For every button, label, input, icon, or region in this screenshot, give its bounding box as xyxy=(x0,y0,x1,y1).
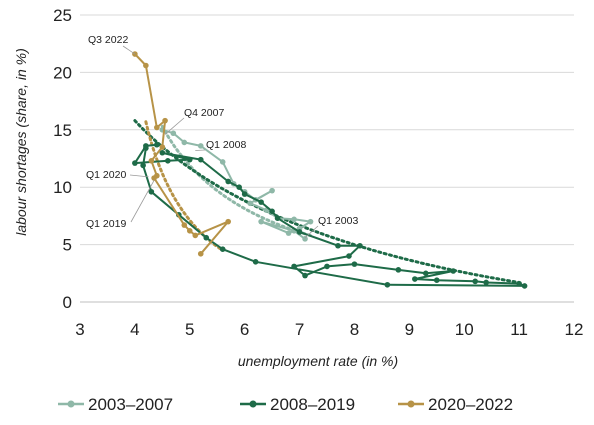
data-point xyxy=(302,273,308,279)
data-point xyxy=(192,233,198,239)
data-point xyxy=(203,235,209,241)
data-point xyxy=(291,217,297,223)
annotation-leader xyxy=(131,180,154,222)
annotations: Q3 2022 Q4 2007 Q1 2008 Q1 2020 Q1 2019 Q1 20… xyxy=(86,34,358,238)
x-tick-label: 11 xyxy=(510,320,528,339)
data-point xyxy=(412,276,418,282)
data-point xyxy=(483,280,489,286)
data-point xyxy=(396,267,402,273)
data-point xyxy=(143,63,149,69)
legend-item: 2008–2019 xyxy=(240,395,355,414)
data-point xyxy=(187,228,193,234)
y-tick-label: 25 xyxy=(53,6,72,25)
data-point xyxy=(472,279,478,285)
data-point xyxy=(149,189,155,195)
legend-item: 2020–2022 xyxy=(398,395,513,414)
data-point xyxy=(198,143,204,149)
data-point xyxy=(140,163,146,169)
legend-item: 2003–2007 xyxy=(58,395,173,414)
annotation-leader xyxy=(123,46,135,54)
y-tick-label: 10 xyxy=(53,178,72,197)
data-point xyxy=(160,144,166,150)
data-point xyxy=(352,261,358,267)
data-point xyxy=(253,259,259,265)
x-tick-label: 12 xyxy=(565,320,584,339)
legend-swatch-marker xyxy=(408,401,415,408)
data-point xyxy=(236,184,242,190)
data-point xyxy=(220,159,226,165)
annotation-label: Q3 2022 xyxy=(88,34,128,46)
data-point xyxy=(187,157,193,163)
data-point xyxy=(291,264,297,270)
x-tick-label: 9 xyxy=(405,320,414,339)
y-tick-label: 20 xyxy=(53,63,72,82)
data-point xyxy=(258,219,264,225)
data-point xyxy=(247,200,253,206)
x-axis-title: unemployment rate (in %) xyxy=(238,353,398,369)
series xyxy=(132,51,527,288)
data-point xyxy=(275,215,281,221)
legend-label: 2020–2022 xyxy=(428,395,513,414)
data-point xyxy=(346,253,352,259)
y-tick-label: 0 xyxy=(63,293,72,312)
y-axis-title: labour shortages (share, in %) xyxy=(13,48,29,236)
x-tick-label: 5 xyxy=(185,320,194,339)
legend-swatch-marker xyxy=(68,401,75,408)
data-point xyxy=(357,243,363,249)
tick-labels: 0 5 10 15 20 25 3 4 5 6 7 8 9 10 11 12 xyxy=(53,6,583,339)
data-point xyxy=(385,282,391,288)
annotation-label: Q1 2008 xyxy=(206,139,246,151)
x-tick-label: 4 xyxy=(130,320,139,339)
x-tick-label: 7 xyxy=(295,320,304,339)
data-point xyxy=(143,145,149,151)
data-point xyxy=(302,236,308,242)
annotation-label: Q1 2020 xyxy=(86,169,126,181)
data-point xyxy=(522,283,528,289)
data-point xyxy=(423,271,429,277)
y-tick-label: 5 xyxy=(63,236,72,255)
data-point xyxy=(154,142,160,148)
x-tick-label: 8 xyxy=(350,320,359,339)
data-point xyxy=(286,230,292,236)
data-point xyxy=(225,179,231,185)
data-point xyxy=(154,125,160,131)
data-point xyxy=(516,281,522,287)
data-point xyxy=(181,140,187,146)
legend-label: 2003–2007 xyxy=(88,395,173,414)
y-tick-label: 15 xyxy=(53,121,72,140)
data-point xyxy=(149,158,155,164)
legend: 2003–2007 2008–2019 2020–2022 xyxy=(58,395,513,414)
data-point xyxy=(225,219,231,225)
data-point xyxy=(220,246,226,252)
x-tick-label: 3 xyxy=(75,320,84,339)
data-point xyxy=(171,130,177,136)
annotation-label: Q4 2007 xyxy=(184,107,224,119)
data-point xyxy=(151,175,157,181)
data-point xyxy=(324,264,330,270)
data-point xyxy=(242,191,248,197)
data-point xyxy=(181,222,187,228)
x-tick-label: 6 xyxy=(240,320,249,339)
data-point xyxy=(165,158,171,164)
data-point xyxy=(297,229,303,235)
data-point xyxy=(269,209,275,215)
data-point xyxy=(450,268,456,274)
data-point xyxy=(198,251,204,257)
legend-label: 2008–2019 xyxy=(270,395,355,414)
x-tick-label: 10 xyxy=(455,320,474,339)
annotation-label: Q1 2003 xyxy=(318,215,358,227)
data-point xyxy=(434,277,440,283)
annotation-label: Q1 2019 xyxy=(86,218,126,230)
data-point xyxy=(269,188,275,194)
legend-swatch-marker xyxy=(250,401,257,408)
data-point xyxy=(198,157,204,163)
data-point xyxy=(308,219,314,225)
data-point xyxy=(258,199,264,205)
data-point xyxy=(162,118,168,124)
data-point xyxy=(335,243,341,249)
data-point xyxy=(132,160,138,166)
